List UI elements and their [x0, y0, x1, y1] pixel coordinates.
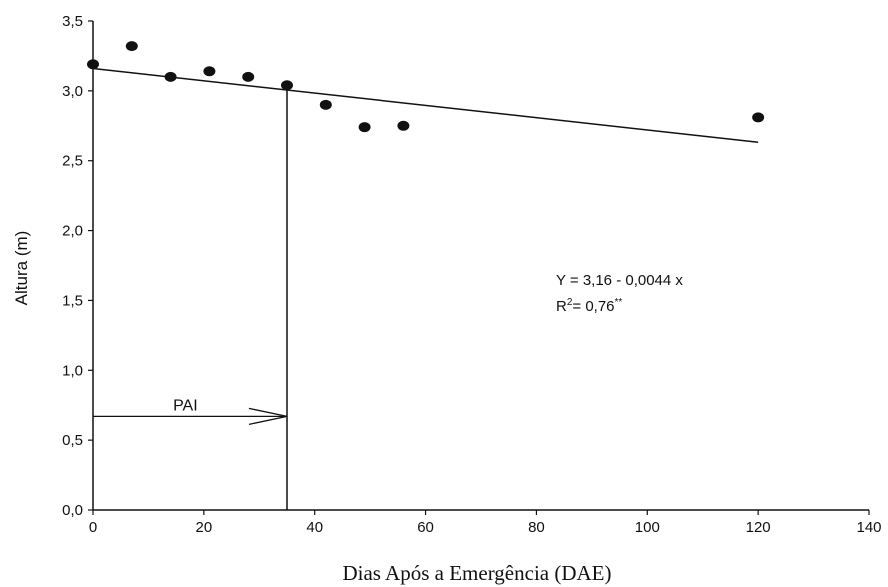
y-tick-label: 1,0	[62, 362, 83, 379]
r2-prefix: R	[556, 298, 567, 315]
r2-value: = 0,76	[572, 298, 614, 315]
regression-equation: Y = 3,16 - 0,0044 x	[556, 272, 683, 289]
y-axis-title: Altura (m)	[12, 231, 31, 306]
x-tick-label: 40	[306, 519, 323, 536]
data-point	[752, 112, 765, 123]
data-point	[319, 99, 332, 110]
data-point	[242, 71, 255, 82]
x-tick-label: 140	[856, 519, 881, 536]
data-point	[125, 41, 138, 52]
pai-label: PAI	[173, 397, 198, 414]
x-tick-label: 0	[89, 519, 97, 536]
y-tick-label: 0,0	[62, 502, 83, 519]
y-tick-label: 1,5	[62, 292, 83, 309]
r2-significance: **	[615, 297, 623, 308]
r2-superscript: 2	[567, 297, 573, 308]
x-tick-label: 60	[417, 519, 434, 536]
y-tick-label: 2,0	[62, 223, 83, 240]
data-point	[358, 122, 371, 133]
data-point	[164, 71, 177, 82]
y-tick-label: 3,0	[62, 83, 83, 100]
data-point	[397, 120, 410, 131]
y-tick-label: 3,5	[62, 13, 83, 30]
regression	[92, 67, 759, 144]
x-tick-label: 120	[746, 519, 771, 536]
axes	[92, 21, 869, 511]
ticks: 0,0 0,5 1,0 1,5 2,0 2,5 3,0 3,5 0 20 40 60 80 100 120 1…	[62, 13, 881, 536]
data-points	[87, 41, 765, 133]
data-point	[87, 59, 99, 70]
x-tick-label: 20	[196, 519, 213, 536]
x-tick-label: 100	[635, 519, 660, 536]
r-squared-label: R2= 0,76**	[556, 297, 622, 315]
x-tick-label: 80	[528, 519, 545, 536]
pai-arrow-head	[248, 407, 288, 426]
y-tick-label: 2,5	[62, 153, 83, 170]
x-axis-title: Dias Após a Emergência (DAE)	[342, 561, 611, 585]
y-tick-label: 0,5	[62, 432, 83, 449]
pai-marker: PAI	[93, 90, 288, 510]
data-point	[203, 66, 216, 77]
regression-line	[92, 67, 759, 144]
data-point	[281, 80, 293, 91]
